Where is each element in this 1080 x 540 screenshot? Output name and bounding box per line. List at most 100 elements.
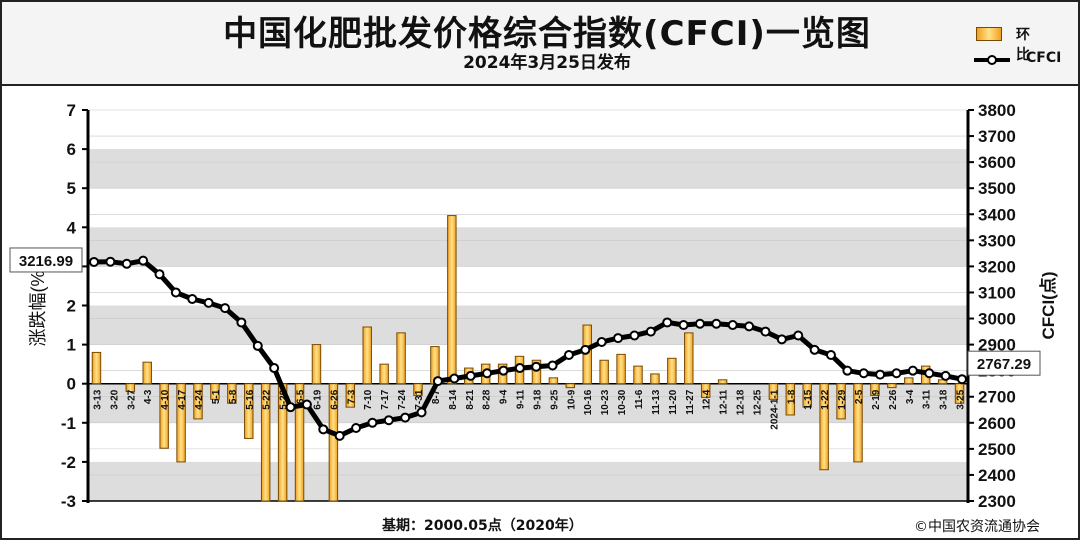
bar-0: [91, 351, 102, 385]
cfci-point-36: [678, 320, 689, 331]
right-tick-label: 2900: [978, 336, 1016, 355]
x-tick-label: 4-10: [160, 389, 171, 409]
x-tick-label: 1-8: [786, 389, 797, 404]
x-tick-label: 10-16: [583, 389, 594, 415]
cfci-point-44: [809, 344, 820, 355]
left-tick-label: 5: [67, 179, 76, 198]
left-tick-label: 4: [67, 218, 77, 237]
x-tick-label: 8-14: [448, 389, 459, 409]
x-tick-label: 7-10: [363, 389, 374, 409]
x-tick-label: 8-21: [465, 389, 476, 409]
right-tick-label: 2600: [978, 414, 1016, 433]
bar-27: [548, 377, 559, 385]
x-tick-label: 6-19: [312, 389, 323, 409]
cfci-point-17: [367, 417, 378, 428]
left-axis-title: 涨跌幅(%): [28, 265, 48, 347]
bar-35: [684, 332, 694, 385]
bar-5: [176, 383, 186, 463]
cfci-point-0: [89, 256, 99, 267]
bar-21: [447, 215, 457, 385]
x-tick-label: 9-4: [499, 389, 510, 404]
cfci-point-18: [383, 415, 394, 426]
bar-41: [785, 383, 796, 416]
start-value-box: [9, 247, 83, 273]
legend-bar-swatch: [976, 27, 1002, 41]
legend-line-swatch: [974, 55, 1010, 65]
x-tick-label: 5-16: [245, 389, 256, 409]
x-tick-label: 2024-1-1: [769, 389, 780, 429]
right-tick-label: 2700: [978, 388, 1016, 407]
grid-band: [88, 461, 968, 501]
bar-14: [328, 383, 339, 502]
x-tick-label: 10-23: [600, 389, 611, 415]
right-tick-label: 2400: [978, 466, 1016, 485]
left-tick-label: -2: [61, 453, 76, 472]
x-tick-label: 9-25: [549, 389, 560, 409]
x-tick-label: 4-24: [194, 389, 205, 409]
cfci-point-8: [220, 303, 231, 314]
left-tick-label: 1: [67, 336, 76, 355]
bar-6: [193, 383, 203, 420]
cfci-point-30: [580, 344, 591, 355]
bar-12: [294, 383, 305, 502]
right-tick-label: 2500: [978, 440, 1016, 459]
x-tick-label: 6-26: [329, 389, 340, 409]
right-tick-label: 2300: [978, 492, 1016, 511]
cfci-point-14: [318, 424, 329, 435]
chart-title: 中国化肥批发价格综合指数(CFCI)一览图: [223, 14, 871, 54]
right-tick-label: 3600: [978, 153, 1016, 172]
bar-40: [768, 383, 779, 400]
cfci-point-42: [776, 334, 787, 345]
bar-42: [802, 383, 812, 408]
cfci-point-48: [875, 369, 886, 380]
bar-45: [853, 383, 863, 463]
bar-16: [362, 326, 372, 385]
cfci-point-50: [907, 365, 918, 376]
right-tick-label: 3700: [978, 127, 1016, 146]
legend-line-label: CFCI: [1026, 50, 1062, 66]
cfci-point-10: [252, 340, 263, 351]
bar-47: [887, 383, 897, 389]
bar-13: [311, 344, 322, 385]
x-tick-label: 3-20: [109, 389, 120, 409]
cfci-point-53: [957, 374, 967, 385]
x-tick-label: 6-5: [296, 389, 307, 404]
bar-44: [836, 383, 846, 420]
x-tick-label: 11-13: [651, 389, 662, 414]
cfci-point-1: [105, 256, 116, 267]
left-tick-label: 2: [67, 297, 76, 316]
cfci-point-39: [727, 320, 738, 331]
x-tick-label: 3-27: [126, 389, 137, 409]
cfci-point-25: [498, 365, 509, 376]
cfci-point-28: [547, 360, 558, 371]
end-value-label: 2767.29: [977, 356, 1031, 373]
cfci-point-20: [416, 407, 427, 418]
bar-17: [379, 363, 389, 385]
cfci-point-45: [825, 350, 836, 361]
cfci-point-27: [531, 361, 542, 372]
x-tick-label: 3-18: [939, 389, 950, 409]
x-tick-label: 11-20: [668, 389, 679, 414]
cfci-point-33: [629, 330, 640, 341]
bar-18: [396, 332, 406, 385]
cfci-point-3: [138, 255, 149, 266]
grid-band: [88, 305, 968, 345]
right-tick-label: 3800: [978, 101, 1016, 120]
bar-43: [819, 383, 829, 471]
footer-base-period: 基期：2000.05点（2020年）: [382, 518, 583, 534]
cfci-point-12: [285, 402, 296, 413]
cfci-point-40: [744, 321, 755, 332]
bar-4: [159, 383, 169, 449]
x-tick-label: 3-11: [922, 389, 933, 409]
cfci-point-7: [203, 297, 214, 308]
cfci-point-2: [121, 258, 132, 269]
cfci-point-38: [711, 318, 722, 329]
x-tick-label: 12-11: [719, 389, 730, 414]
bar-36: [700, 383, 711, 398]
cfci-point-4: [154, 269, 165, 280]
right-tick-label: 3400: [978, 205, 1016, 224]
bar-26: [531, 359, 542, 385]
cfci-point-31: [596, 336, 607, 347]
bar-30: [599, 359, 609, 385]
